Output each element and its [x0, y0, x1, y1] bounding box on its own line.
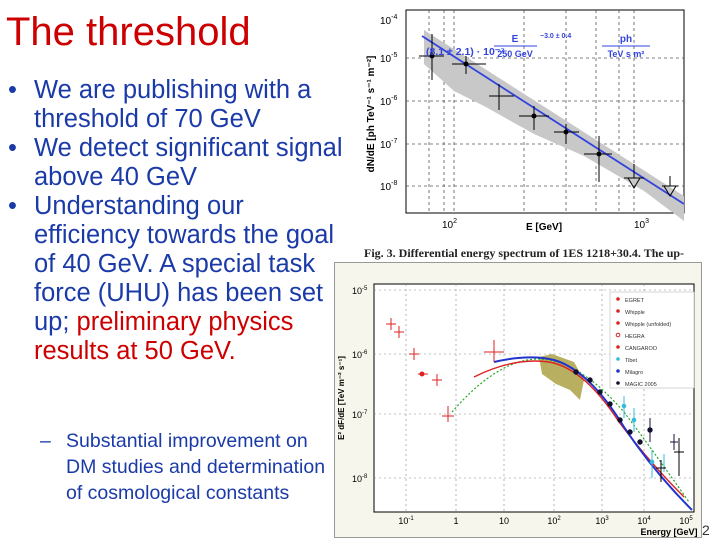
bottom-y-tick-labels: 10-5 10-6 10-7 10-8 [352, 286, 368, 484]
legend-entry: Whipple (unfolded) [625, 322, 671, 328]
x-tick-label: 103 [595, 516, 609, 526]
y-tick-label: 10-5 [380, 52, 397, 65]
legend-marker [616, 369, 620, 373]
y-tick-label: 10-5 [352, 286, 368, 296]
y-tick-label: 10-6 [380, 95, 397, 108]
x-tick-label: 103 [634, 218, 649, 231]
y-tick-label: 10-8 [380, 180, 397, 193]
x-tick-label: 105 [679, 516, 693, 526]
top-spectrum-figure: (8.1 ± 2.1) · 10⁻⁷ E 250 GeV −3.0 ± 0.4 … [366, 9, 685, 233]
bullet-item: We are publishing with a threshold of 70… [8, 76, 348, 134]
bottom-y-axis-label: E² dF/dE [TeV m⁻² s⁻¹] [337, 356, 346, 440]
bottom-x-tick-labels: 10-1 1 10 102 103 104 105 [398, 516, 693, 526]
y-tick-label: 10-4 [380, 14, 397, 27]
legend-entry: Whipple [625, 310, 645, 316]
legend-entry: Milagro [625, 370, 643, 376]
legend-entry: MAGIC 2005 [625, 382, 657, 388]
legend-entry: HEGRA [625, 334, 645, 340]
bottom-legend: EGRET Whipple Whipple (unfolded) HEGRA C… [609, 291, 695, 389]
red-data-points [386, 318, 504, 422]
bottom-sed-figure: EGRET Whipple Whipple (unfolded) HEGRA C… [334, 262, 702, 538]
legend-marker [616, 381, 620, 385]
y-tick-label: 10-7 [380, 138, 397, 151]
formula-fraction-denominator: 250 GeV [497, 49, 533, 59]
y-tick-label: 10-8 [352, 474, 368, 484]
legend-marker [616, 357, 620, 361]
sub-bullet-item: Substantial improvement on DM studies an… [40, 428, 340, 506]
bullet-text: Understanding our efficiency towards the… [34, 192, 335, 336]
slide-title: The threshold [6, 10, 251, 54]
legend-marker [616, 345, 620, 349]
legend-marker [616, 309, 620, 313]
formula-fraction-numerator: E [512, 34, 519, 45]
cyan-data-points [621, 396, 665, 478]
x-tick-label: 1 [453, 516, 458, 526]
bullet-list: We are publishing with a threshold of 70… [8, 76, 348, 366]
bottom-x-axis-label: Energy [GeV] [640, 527, 697, 537]
bullet-highlight-text: preliminary physics results at 50 GeV. [34, 308, 294, 365]
green-model-curve [451, 358, 690, 503]
formula-unit-numerator: ph [620, 34, 632, 45]
legend-marker [616, 297, 620, 301]
legend-marker [615, 332, 621, 338]
top-data-points [419, 34, 678, 197]
hess-upper-limits [656, 438, 684, 482]
legend-marker [616, 321, 620, 325]
page-number: 2 [702, 522, 710, 538]
formula-prefix: (8.1 ± 2.1) · 10⁻⁷ [426, 46, 505, 58]
bottom-error-band [539, 354, 584, 400]
magic-data-points [573, 369, 678, 450]
figure-caption: Fig. 3. Differential energy spectrum of … [364, 246, 685, 260]
top-x-axis-label: E [GeV] [526, 222, 562, 233]
y-tick-label: 10-6 [352, 350, 368, 360]
bullet-item: We detect significant signal above 40 Ge… [8, 134, 348, 192]
x-tick-label: 10 [499, 516, 509, 526]
x-tick-label: 104 [637, 516, 651, 526]
sub-bullet-list: Substantial improvement on DM studies an… [40, 428, 340, 506]
bullet-item: Understanding our efficiency towards the… [8, 192, 348, 366]
legend-entry: EGRET [625, 298, 645, 304]
top-y-axis-label: dN/dE [ph TeV⁻¹ s⁻¹ m⁻²] [366, 56, 377, 173]
legend-box [609, 291, 695, 389]
legend-entry: CANGAROO [625, 346, 658, 352]
legend-entry: Tibet [625, 358, 637, 364]
x-tick-label: 102 [547, 516, 561, 526]
top-y-tick-labels: 10-4 10-5 10-6 10-7 10-8 [380, 14, 397, 193]
formula-exponent: −3.0 ± 0.4 [540, 33, 571, 40]
top-error-band [424, 30, 684, 221]
top-x-tick-labels: 102 103 [442, 218, 649, 231]
y-tick-label: 10-7 [352, 410, 368, 420]
x-tick-label: 10-1 [398, 516, 414, 526]
formula-unit-denominator: TeV s m² [608, 49, 645, 59]
x-tick-label: 102 [442, 218, 457, 231]
